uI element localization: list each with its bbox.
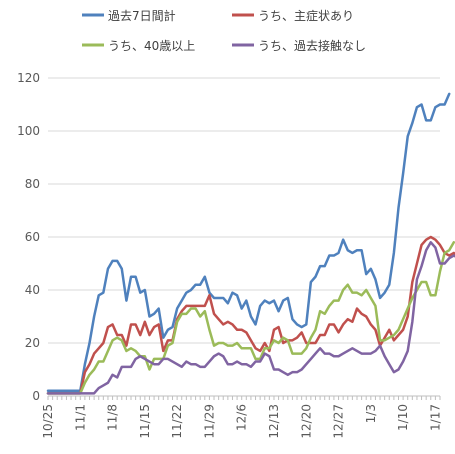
series-line-1: [46, 235, 455, 395]
legend-label: 過去7日間計: [108, 8, 176, 23]
series-line-0: [46, 92, 451, 392]
series-line-3: [46, 241, 455, 395]
y-tick-label: 100: [17, 124, 40, 138]
x-tick-label: 11/15: [138, 404, 152, 439]
y-tick-label: 0: [32, 389, 40, 403]
y-tick-label: 60: [25, 230, 40, 244]
x-tick-label: 12/6: [235, 404, 249, 431]
x-tick-label: 12/20: [299, 404, 313, 439]
x-tick-label: 10/25: [41, 404, 55, 439]
series-line-2: [46, 241, 455, 395]
y-tick-label: 40: [25, 283, 40, 297]
x-tick-label: 11/22: [170, 404, 184, 439]
y-tick-label: 120: [17, 71, 40, 85]
legend-label: うち、40歳以上: [108, 39, 195, 53]
x-tick-label: 12/13: [267, 404, 281, 439]
x-tick-label: 1/10: [396, 404, 410, 431]
axes: 0 20 40 60 80 100 120 10/25 11/1 11/8 11/15 11/22 11…: [17, 71, 442, 439]
gridlines: [48, 77, 440, 344]
y-tick-label: 80: [25, 177, 40, 191]
series-lines: [46, 92, 455, 395]
x-tick-label: 12/27: [332, 404, 346, 439]
x-tick-label: 1/17: [428, 404, 442, 431]
legend-label: うち、主症状あり: [258, 8, 354, 23]
x-tick-label: 11/8: [106, 404, 120, 431]
x-tick-label: 1/3: [364, 404, 378, 423]
y-tick-label: 20: [25, 336, 40, 350]
x-tick-label: 11/1: [73, 404, 87, 431]
legend-label: うち、過去接触なし: [258, 38, 366, 53]
x-tick-label: 11/29: [202, 404, 216, 439]
